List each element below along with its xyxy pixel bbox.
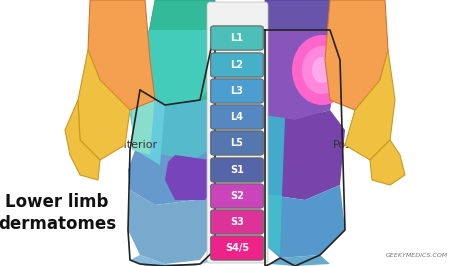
Text: L2: L2	[230, 60, 244, 70]
Text: Posterior: Posterior	[333, 140, 383, 150]
Polygon shape	[265, 195, 282, 255]
Polygon shape	[265, 185, 345, 258]
Text: S3: S3	[230, 217, 244, 227]
FancyBboxPatch shape	[211, 184, 263, 208]
FancyBboxPatch shape	[211, 26, 263, 50]
FancyBboxPatch shape	[211, 210, 263, 234]
Polygon shape	[128, 145, 215, 205]
Polygon shape	[138, 30, 215, 105]
FancyBboxPatch shape	[211, 79, 263, 103]
Polygon shape	[130, 250, 215, 266]
FancyBboxPatch shape	[211, 158, 263, 182]
Polygon shape	[165, 155, 215, 200]
Polygon shape	[325, 0, 388, 110]
Polygon shape	[88, 0, 155, 110]
FancyBboxPatch shape	[211, 105, 263, 129]
Text: Anterior: Anterior	[112, 140, 158, 150]
Polygon shape	[265, 110, 345, 200]
Ellipse shape	[292, 35, 352, 105]
Polygon shape	[132, 90, 215, 165]
Text: S2: S2	[230, 191, 244, 201]
FancyBboxPatch shape	[207, 2, 268, 263]
Polygon shape	[265, 30, 340, 120]
FancyBboxPatch shape	[211, 131, 263, 155]
Polygon shape	[130, 80, 165, 165]
Text: S1: S1	[230, 165, 244, 175]
FancyBboxPatch shape	[211, 53, 263, 77]
Polygon shape	[132, 90, 155, 155]
Polygon shape	[265, 0, 330, 160]
Polygon shape	[265, 115, 285, 195]
Text: GEEKYMEDICS.COM: GEEKYMEDICS.COM	[386, 253, 448, 258]
Polygon shape	[345, 50, 395, 160]
Text: Lower limb
dermatomes: Lower limb dermatomes	[0, 193, 116, 233]
FancyBboxPatch shape	[211, 236, 263, 260]
Text: L5: L5	[230, 138, 244, 148]
Text: S4/5: S4/5	[225, 243, 249, 253]
Ellipse shape	[312, 57, 332, 83]
Text: L3: L3	[230, 86, 244, 96]
Text: L4: L4	[230, 112, 244, 122]
Polygon shape	[65, 100, 100, 180]
Polygon shape	[78, 50, 130, 160]
Text: L1: L1	[230, 33, 244, 43]
Polygon shape	[128, 185, 215, 264]
Polygon shape	[270, 255, 330, 266]
Polygon shape	[370, 140, 405, 185]
Polygon shape	[140, 0, 215, 180]
Ellipse shape	[302, 46, 342, 94]
